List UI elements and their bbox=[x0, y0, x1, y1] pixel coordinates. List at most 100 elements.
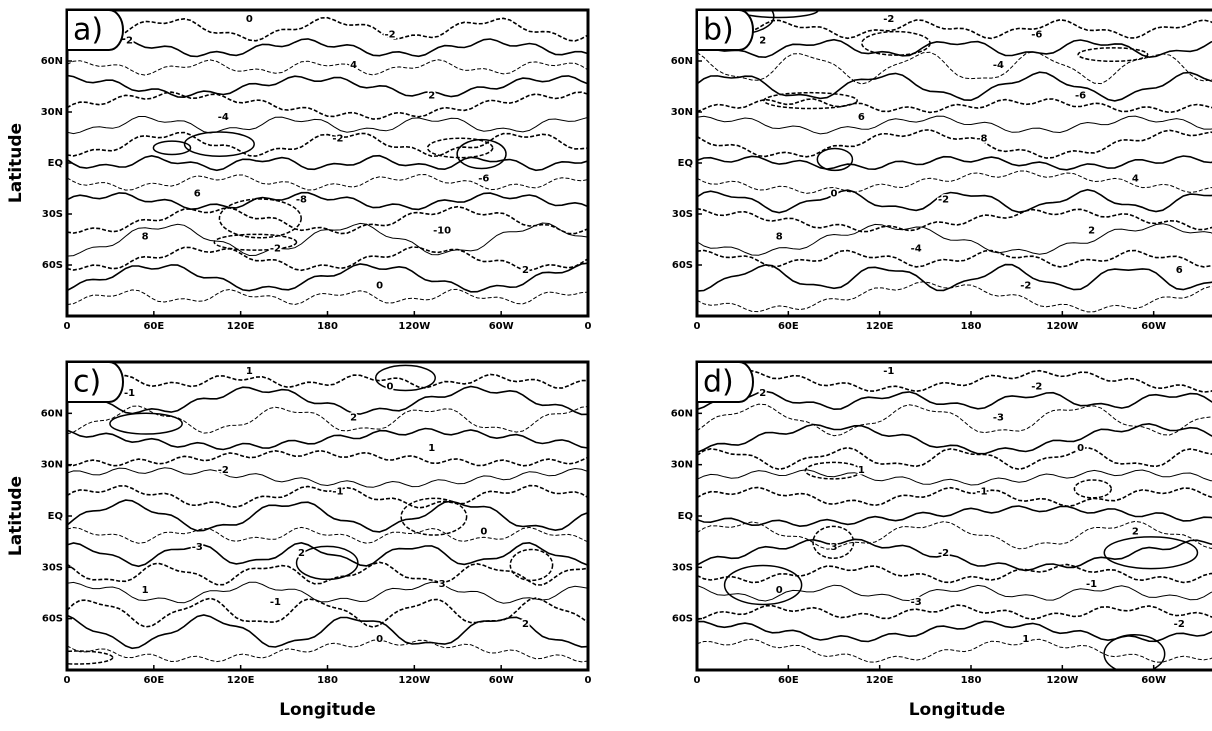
contour-label: 4 bbox=[350, 60, 357, 71]
x-tick-label: 60W bbox=[1141, 675, 1166, 686]
contour-label: -2 bbox=[1031, 382, 1042, 393]
x-axis-title: Longitude bbox=[279, 700, 376, 720]
contour-label: 2 bbox=[428, 91, 435, 102]
x-tick-label: 60W bbox=[489, 675, 514, 686]
contour-label: 2 bbox=[759, 36, 766, 47]
contour-label: 2 bbox=[522, 265, 529, 276]
contour-label: 0 bbox=[1077, 443, 1084, 454]
contour-label: 3 bbox=[831, 542, 838, 553]
contour-line bbox=[67, 486, 588, 508]
panel-label: d) bbox=[703, 365, 734, 400]
contour-label: 0 bbox=[376, 280, 383, 291]
x-tick-label: 120E bbox=[866, 321, 894, 332]
contour-label: -2 bbox=[1174, 619, 1185, 630]
contour-loop bbox=[1104, 635, 1165, 673]
y-tick-label: 30N bbox=[671, 107, 693, 118]
contour-line bbox=[67, 175, 588, 191]
y-tick-label: 30N bbox=[41, 460, 63, 471]
contour-label: 0 bbox=[387, 382, 394, 393]
contour-line bbox=[67, 92, 588, 119]
contours: 02-24-42-2-6-86-108-202 bbox=[67, 14, 588, 304]
contour-line bbox=[67, 500, 588, 532]
contour-label: -3 bbox=[993, 412, 1004, 423]
contour-line bbox=[697, 116, 1212, 134]
contour-label: -3 bbox=[192, 542, 203, 553]
contour-label: -6 bbox=[1075, 91, 1086, 102]
contour-loop bbox=[1104, 537, 1197, 569]
contour-line bbox=[697, 52, 1212, 84]
y-tick-label: 30N bbox=[671, 460, 693, 471]
contour-loop bbox=[457, 140, 506, 169]
contour-label: 6 bbox=[858, 112, 865, 123]
x-tick-label: 120W bbox=[398, 321, 430, 332]
contour-loop bbox=[1078, 48, 1148, 61]
contour-label: -1 bbox=[883, 366, 894, 377]
contour-line bbox=[697, 404, 1212, 436]
contour-line bbox=[697, 371, 1212, 392]
contour-line bbox=[697, 639, 1212, 662]
contour-line bbox=[697, 130, 1212, 158]
contour-line bbox=[697, 470, 1212, 485]
map-panel: -12-2-310-12-23-10-31-2d)060E120E180120W… bbox=[671, 362, 1212, 720]
contour-label: -10 bbox=[433, 225, 451, 236]
y-tick-label: EQ bbox=[678, 511, 693, 522]
contour-line bbox=[67, 39, 588, 57]
y-tick-label: 30S bbox=[672, 562, 693, 573]
contour-label: -1 bbox=[332, 486, 343, 497]
x-tick-label: 60W bbox=[489, 321, 514, 332]
x-tick-label: 60E bbox=[143, 321, 164, 332]
contour-label: -4 bbox=[993, 60, 1004, 71]
contour-label: -2 bbox=[332, 134, 343, 145]
contour-label: 0 bbox=[246, 14, 253, 25]
x-axis-title: Longitude bbox=[909, 700, 1006, 720]
contour-line bbox=[67, 263, 588, 292]
x-tick-label: 120E bbox=[866, 675, 894, 686]
x-tick-label: 60E bbox=[778, 675, 799, 686]
x-tick-label: 180 bbox=[317, 675, 338, 686]
contour-label: 2 bbox=[126, 36, 133, 47]
x-tick-label: 180 bbox=[317, 321, 338, 332]
contour-label: -1 bbox=[1086, 579, 1097, 590]
contour-label: -2 bbox=[883, 14, 894, 25]
contour-label: -6 bbox=[1031, 29, 1042, 40]
contour-line bbox=[697, 391, 1212, 409]
contour-loop bbox=[214, 234, 296, 250]
contour-line bbox=[697, 448, 1212, 470]
contour-label: -1 bbox=[976, 486, 987, 497]
contour-label: 1 bbox=[1022, 634, 1029, 645]
contour-line bbox=[697, 506, 1212, 526]
contour-label: 0 bbox=[376, 634, 383, 645]
y-axis-title: Latitude bbox=[6, 476, 26, 556]
contour-line bbox=[67, 117, 588, 134]
x-tick-label: 120E bbox=[227, 675, 255, 686]
contour-line bbox=[67, 468, 588, 488]
y-tick-label: 60S bbox=[672, 260, 693, 271]
contours: -12-2-310-12-23-10-31-2 bbox=[697, 366, 1212, 673]
contour-loop bbox=[42, 651, 113, 664]
contour-label: -8 bbox=[976, 134, 987, 145]
contour-line bbox=[67, 133, 588, 157]
contour-label: -4 bbox=[911, 244, 922, 255]
contour-loop bbox=[110, 413, 182, 434]
contour-label: 6 bbox=[194, 189, 201, 200]
y-tick-label: 30S bbox=[42, 562, 63, 573]
contour-label: 8 bbox=[776, 231, 783, 242]
contour-label: -3 bbox=[911, 597, 922, 608]
x-tick-label: 120W bbox=[398, 675, 430, 686]
x-tick-label: 120W bbox=[1046, 321, 1078, 332]
map-frame bbox=[67, 10, 588, 316]
panel-label: a) bbox=[73, 13, 103, 48]
contour-line bbox=[67, 289, 588, 304]
contour-line bbox=[697, 20, 1212, 39]
contour-label: 0 bbox=[776, 585, 783, 596]
contour-loop bbox=[725, 565, 802, 604]
contour-line bbox=[67, 193, 588, 210]
contour-line bbox=[67, 615, 588, 648]
contour-label: -8 bbox=[296, 195, 307, 206]
y-tick-label: 30S bbox=[42, 209, 63, 220]
y-tick-label: 60S bbox=[42, 614, 63, 625]
y-tick-label: 60N bbox=[671, 408, 693, 419]
